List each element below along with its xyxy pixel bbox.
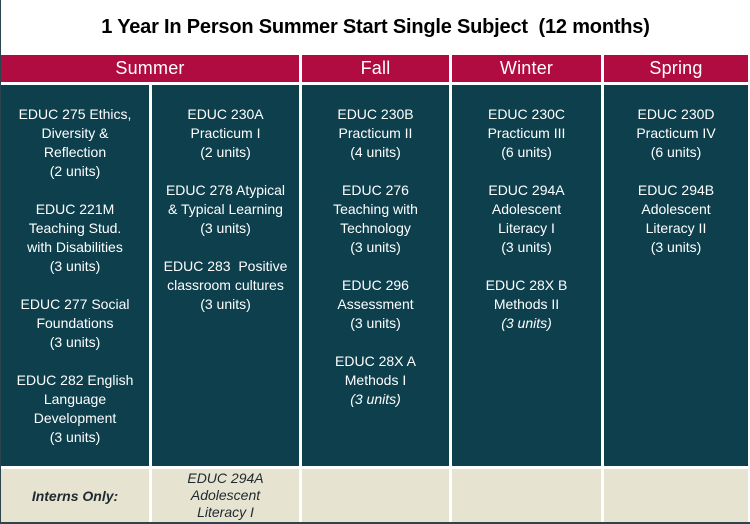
course-line: Development <box>33 410 117 426</box>
course-line: Foundations <box>36 315 114 331</box>
course-line: with Disabilities <box>27 239 123 255</box>
course-entry: EDUC 28X B Methods II (3 units) <box>452 276 601 333</box>
spring-cell: EDUC 230D Practicum IV (6 units) EDUC 294B A… <box>604 85 748 466</box>
course-line: (6 units) <box>650 144 702 160</box>
footer-empty-cell <box>302 469 449 522</box>
course-line: EDUC 294B <box>637 182 715 198</box>
course-line: EDUC 275 Ethics, <box>18 106 132 122</box>
interns-course-cell: EDUC 294A Adolescent Literacy I <box>152 469 299 522</box>
course-line: Teaching Stud. <box>28 220 122 236</box>
course-line: EDUC 28X A <box>335 353 416 369</box>
interns-only-label: Interns Only: <box>31 487 119 504</box>
course-line: EDUC 278 Atypical <box>165 182 286 198</box>
footer-empty-cell <box>604 469 748 522</box>
course-line: (3 units) <box>350 391 401 407</box>
column-header-spring: Spring <box>604 55 748 82</box>
course-line: Adolescent <box>641 201 711 217</box>
course-line: (3 units) <box>49 429 101 445</box>
course-entry: EDUC 278 Atypical & Typical Learning (3 un… <box>152 181 299 238</box>
course-line: Methods II <box>493 296 560 312</box>
course-line: Methods I <box>344 372 407 388</box>
course-line: (2 units) <box>200 144 251 160</box>
course-entry: EDUC 294A Adolescent Literacy I (3 units) <box>452 181 601 257</box>
footer-empty-cell <box>452 469 601 522</box>
course-line: Literacy I <box>498 220 555 236</box>
course-entry: EDUC 221M Teaching Stud. with Disabilities… <box>1 200 149 276</box>
course-line: Adolescent <box>190 487 261 503</box>
course-line: EDUC 230A <box>187 106 264 122</box>
course-line: Literacy II <box>645 220 707 236</box>
column-header-winter: Winter <box>452 55 601 82</box>
course-line: Practicum II <box>338 125 413 141</box>
course-line: (3 units) <box>49 258 101 274</box>
course-line: & Typical Learning <box>168 201 283 217</box>
course-line: (3 units) <box>501 239 552 255</box>
course-line: EDUC 276 <box>342 182 409 198</box>
course-line: (3 units) <box>501 315 552 331</box>
course-entry: EDUC 28X A Methods I (3 units) <box>302 352 449 409</box>
course-line: Assessment <box>337 296 414 312</box>
course-line: Language <box>43 391 107 407</box>
title-bar: 1 Year In Person Summer Start Single Sub… <box>1 0 750 55</box>
course-line: Practicum III <box>487 125 566 141</box>
course-entry: EDUC 275 Ethics, Diversity & Reflection (2 … <box>1 105 149 181</box>
course-line: Practicum I <box>190 125 261 141</box>
course-line: EDUC 230B <box>337 106 414 122</box>
course-entry: EDUC 296 Assessment (3 units) <box>302 276 449 333</box>
course-line: EDUC 221M <box>35 201 115 217</box>
course-entry: EDUC 277 Social Foundations (3 units) <box>1 295 149 352</box>
course-entry: EDUC 294B Adolescent Literacy II (3 units) <box>604 181 748 257</box>
course-entry: EDUC 276 Teaching with Technology (3 units) <box>302 181 449 257</box>
interns-only-label-cell: Interns Only: <box>1 469 149 522</box>
course-line: EDUC 277 Social <box>20 296 130 312</box>
course-line: (3 units) <box>200 220 251 236</box>
course-line: (6 units) <box>501 144 552 160</box>
column-header-fall: Fall <box>302 55 449 82</box>
course-entry: EDUC 282 English Language Development (3 un… <box>1 371 149 447</box>
course-line: EDUC 230C <box>487 106 566 122</box>
winter-cell: EDUC 230C Practicum III (6 units) EDUC 294A… <box>452 85 601 466</box>
schedule-table: Summer Fall Winter Spring EDUC 275 Ethic… <box>1 55 750 524</box>
course-line: (3 units) <box>350 239 401 255</box>
course-entry: EDUC 230C Practicum III (6 units) <box>452 105 601 162</box>
course-line: (3 units) <box>200 296 251 312</box>
column-header-summer: Summer <box>1 55 299 82</box>
course-line: Reflection <box>43 144 107 160</box>
summer-sub2-cell: EDUC 230A Practicum I (2 units) EDUC 278 At… <box>152 85 299 466</box>
course-line: EDUC 230D <box>637 106 715 122</box>
summer-sub1-cell: EDUC 275 Ethics, Diversity & Reflection (2 … <box>1 85 149 466</box>
course-line: EDUC 296 <box>342 277 409 293</box>
course-line: classroom cultures <box>167 277 284 293</box>
course-entry: EDUC 230D Practicum IV (6 units) <box>604 105 748 162</box>
course-line: EDUC 28X B <box>485 277 568 293</box>
course-entry: EDUC 283 Positive classroom cultures (3 un… <box>152 257 299 314</box>
course-line: Teaching with <box>333 201 418 217</box>
course-line: (3 units) <box>350 315 401 331</box>
bottom-row-strip <box>1 522 750 524</box>
course-line: (3 units) <box>49 334 101 350</box>
course-line: Adolescent <box>491 201 562 217</box>
course-entry: EDUC 230A Practicum I (2 units) <box>152 105 299 162</box>
page-title: 1 Year In Person Summer Start Single Sub… <box>101 16 650 38</box>
course-line: Practicum IV <box>636 125 716 141</box>
course-line: (3 units) <box>650 239 702 255</box>
course-line: EDUC 294A <box>488 182 565 198</box>
fall-cell: EDUC 230B Practicum II (4 units) EDUC 276 Te… <box>302 85 449 466</box>
course-line: (4 units) <box>350 144 401 160</box>
course-line: Technology <box>340 220 411 236</box>
course-line: EDUC 282 English <box>16 372 134 388</box>
course-line: (2 units) <box>49 163 101 179</box>
course-line: Literacy I <box>197 504 254 520</box>
course-line: EDUC 283 Positive <box>163 258 288 274</box>
course-line: Diversity & <box>41 125 109 141</box>
course-line: EDUC 294A <box>187 470 264 486</box>
course-entry: EDUC 230B Practicum II (4 units) <box>302 105 449 162</box>
